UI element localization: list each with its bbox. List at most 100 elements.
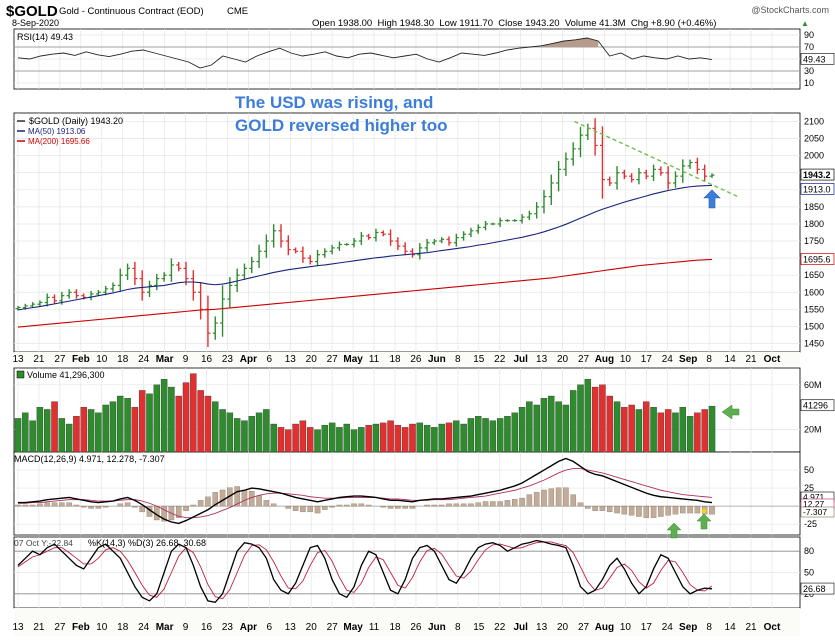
x-tick-label-13: 13 xyxy=(12,622,24,633)
macd-histogram-bar xyxy=(526,494,533,507)
price-tick-label: 1850 xyxy=(804,202,824,212)
volume-bar xyxy=(365,424,372,453)
x-axis-band-0 xyxy=(14,352,800,366)
macd-histogram-bar xyxy=(402,505,408,509)
volume-last-box xyxy=(800,399,835,412)
macd-histogram-bar xyxy=(285,505,292,509)
volume-bar xyxy=(533,404,540,453)
macd-histogram-bar xyxy=(124,502,131,507)
x-tick-label-13: 13 xyxy=(285,622,297,633)
macd-histogram-bar xyxy=(650,505,657,518)
macd-histogram-bar xyxy=(37,503,43,507)
macd-histogram-bar xyxy=(234,486,240,507)
volume-bar xyxy=(336,427,343,453)
volume-bar xyxy=(423,424,431,453)
macd-histogram-bar xyxy=(329,505,335,508)
annotation-line-2: GOLD reversed higher too xyxy=(235,116,448,135)
rsi-last-value: 49.43 xyxy=(803,54,826,64)
x-tick-label-18: 18 xyxy=(117,622,129,633)
x-tick-label-22: 22 xyxy=(494,622,506,633)
macd-histogram-bar xyxy=(197,500,204,507)
price-tag-box xyxy=(800,183,835,195)
macd-histogram-bar xyxy=(438,504,445,507)
macd-tag-value: 4.971 xyxy=(803,492,825,502)
x-tick-label-15: 15 xyxy=(473,622,485,633)
resistance-trendline xyxy=(574,120,739,198)
x-tick-label-Jun: Jun xyxy=(428,354,446,365)
macd-histogram-bar xyxy=(380,505,387,508)
x-tick-label-27: 27 xyxy=(578,354,590,365)
volume-bar xyxy=(562,404,570,453)
volume-bar xyxy=(343,423,350,453)
stoch-tick-label: 50 xyxy=(804,568,814,578)
x-tick-label-26: 26 xyxy=(410,354,422,365)
macd-histogram-bar xyxy=(307,505,313,513)
macd-line xyxy=(18,457,713,525)
price-tick-label: 1450 xyxy=(804,338,824,348)
x-tick-label-23: 23 xyxy=(222,354,234,365)
x-tick-label-17: 17 xyxy=(641,622,653,633)
exchange-label: CME xyxy=(227,6,248,17)
macd-histogram-bar xyxy=(577,502,584,507)
stoch-d-line xyxy=(17,541,713,600)
volume-bar xyxy=(328,422,336,453)
rsi-tick-label: 10 xyxy=(804,78,814,88)
volume-bar xyxy=(204,395,212,453)
x-tick-label-Jul: Jul xyxy=(513,354,528,365)
volume-bar xyxy=(299,420,307,453)
x-tick-label-18: 18 xyxy=(117,354,129,365)
macd-tick-label: 50 xyxy=(804,465,814,475)
volume-bar xyxy=(650,407,657,453)
volume-bar xyxy=(58,418,66,453)
macd-histogram-bar xyxy=(270,503,277,507)
volume-bar xyxy=(394,424,402,453)
macd-histogram-bar xyxy=(336,504,343,507)
macd-histogram-bar xyxy=(322,505,328,510)
macd-histogram-bar xyxy=(497,501,503,507)
volume-bar xyxy=(613,401,621,453)
ma200-legend: MA(200) 1695.66 xyxy=(28,137,90,146)
symbol-title: $GOLD xyxy=(6,3,58,20)
x-tick-label-10: 10 xyxy=(620,622,632,633)
price-tick-label: 1650 xyxy=(804,270,824,280)
macd-histogram-bar xyxy=(292,505,299,511)
volume-bar xyxy=(409,423,416,453)
macd-histogram-bar xyxy=(614,505,620,514)
macd-histogram-bar xyxy=(563,487,569,507)
price-panel-frame xyxy=(13,112,801,353)
x-tick-label-6: 6 xyxy=(267,622,273,633)
volume-bar xyxy=(73,416,80,453)
volume-bar xyxy=(285,429,292,453)
volume-bar xyxy=(401,427,409,453)
price-tick-label: 1500 xyxy=(804,321,824,331)
volume-bar xyxy=(197,390,204,453)
volume-bar xyxy=(460,423,467,453)
volume-legend-swatch xyxy=(16,370,25,379)
x-tick-label-Feb: Feb xyxy=(72,354,90,365)
x-tick-label-Jun: Jun xyxy=(428,622,446,633)
x-tick-label-8: 8 xyxy=(706,354,712,365)
x-tick-label-8: 8 xyxy=(455,354,461,365)
volume-bar xyxy=(241,420,248,453)
volume-bar xyxy=(708,405,716,453)
panels-layer: 13 13 21 21 27 27 Feb Feb 10 10 18 18 24 24 Mar Mar 9 9 16… xyxy=(12,28,835,636)
volume-bar xyxy=(131,407,139,453)
macd-histogram-bar xyxy=(570,494,576,507)
macd-tag-value: -7.307 xyxy=(803,507,827,517)
volume-bar xyxy=(577,384,584,453)
volume-bar xyxy=(431,427,438,453)
volume-bar xyxy=(569,390,577,453)
x-tick-label-14: 14 xyxy=(725,622,737,633)
volume-bar xyxy=(29,420,36,453)
x-tick-label-24: 24 xyxy=(662,354,674,365)
volume-bar xyxy=(306,427,314,453)
price-tag-box xyxy=(800,168,835,181)
volume-bar xyxy=(387,420,394,453)
x-tick-label-24: 24 xyxy=(138,354,150,365)
volume-bar xyxy=(701,409,708,453)
x-tick-label-26: 26 xyxy=(410,622,422,633)
x-tick-label-May: May xyxy=(343,354,363,365)
price-tick-label: 1750 xyxy=(804,236,824,246)
rsi-tick-label: 90 xyxy=(804,30,814,40)
x-tick-label-23: 23 xyxy=(222,622,234,633)
